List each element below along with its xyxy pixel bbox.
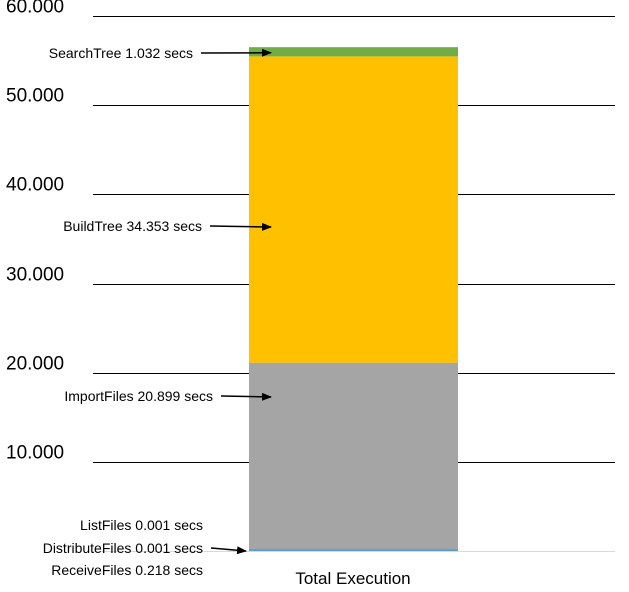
annotation-distributefiles: DistributeFiles 0.001 secs: [43, 540, 203, 556]
bar-stack: [249, 47, 458, 551]
y-tick-label: 60.000: [6, 0, 64, 18]
annotation-searchtree: SearchTree 1.032 secs: [49, 45, 193, 61]
annotation-listfiles: ListFiles 0.001 secs: [80, 517, 203, 533]
y-tick-label: 10.000: [6, 443, 64, 464]
bar-segment-searchtree: [249, 47, 458, 57]
category-label: Total Execution: [295, 569, 410, 588]
annotation-importfiles: ImportFiles 20.899 secs: [64, 388, 213, 404]
y-tick-label: 20.000: [6, 354, 64, 375]
bar-segment-importfiles: [249, 362, 458, 550]
annotation-receivefiles: ReceiveFiles 0.218 secs: [51, 562, 203, 578]
annotation-buildtree: BuildTree 34.353 secs: [63, 218, 202, 234]
y-tick-label: 30.000: [6, 265, 64, 286]
arrow-distributefiles: [210, 546, 247, 555]
bar-segment-receivefiles: [249, 549, 458, 551]
arrow-buildtree: [209, 222, 272, 231]
y-tick-label: 40.000: [6, 175, 64, 196]
bar-segment-buildtree: [249, 56, 458, 363]
arrow-importfiles: [220, 392, 272, 401]
annotations: SearchTree 1.032 secs BuildTree 34.353 se…: [43, 45, 272, 578]
y-axis-ticks: 60.000 50.000 40.000 30.000 20.000 10.000: [6, 0, 64, 464]
y-tick-label: 50.000: [6, 86, 64, 107]
